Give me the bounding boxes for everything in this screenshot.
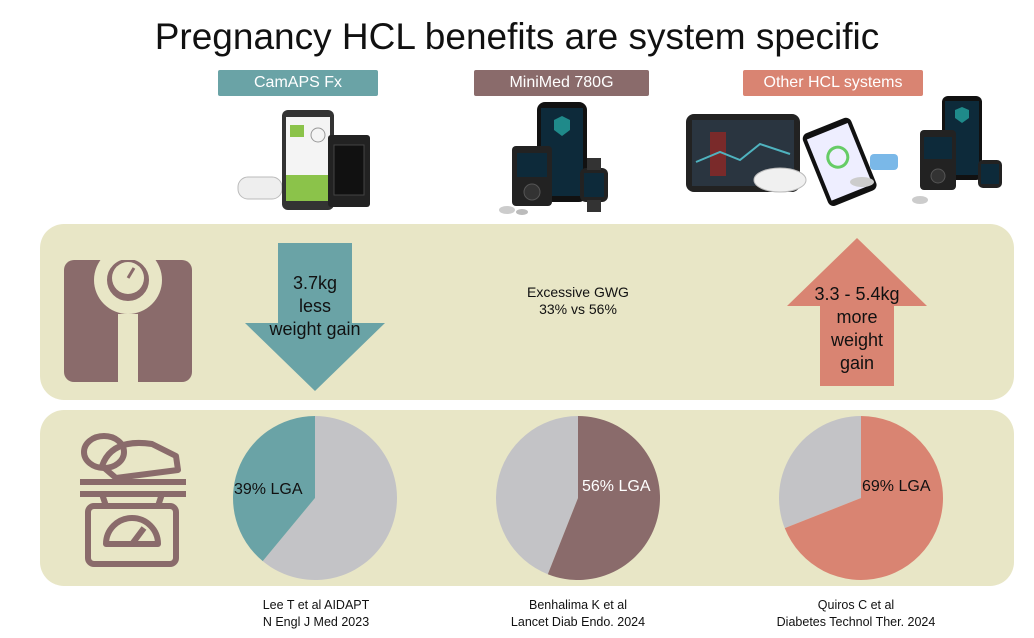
camaps-weight-line1: 3.7kg <box>292 273 338 293</box>
other-weight-line2: more <box>836 307 878 327</box>
minimed-gwg-text: Excessive GWG 33% vs 56% <box>478 284 678 318</box>
citation-camaps-line2: N Engl J Med 2023 <box>262 615 370 629</box>
citation-minimed-line2: Lancet Diab Endo. 2024 <box>510 615 646 629</box>
tag-other-hcl: Other HCL systems <box>743 70 923 96</box>
camaps-down-arrow <box>245 243 385 391</box>
pie-camaps <box>233 416 397 580</box>
pie-slice-lga <box>233 416 315 562</box>
bathroom-scale-icon <box>64 260 192 382</box>
other-weight-line1: 3.3 - 5.4kg <box>814 284 900 304</box>
pie-slice-lga <box>547 416 660 580</box>
pie-other-hcl-label: 69% LGA <box>862 478 931 495</box>
other-hcl-device-image <box>686 96 1002 206</box>
pie-camaps-label: 39% LGA <box>234 481 303 498</box>
tag-minimed: MiniMed 780G <box>474 70 649 96</box>
minimed-gwg-line1: Excessive GWG <box>527 284 629 300</box>
pie-minimed <box>496 416 660 580</box>
pie-other-hcl <box>779 416 943 580</box>
other-weight-line4: gain <box>839 353 875 373</box>
baby-scale-icon <box>80 433 186 567</box>
pie-minimed-label: 56% LGA <box>582 478 651 495</box>
minimed-gwg-line2: 33% vs 56% <box>539 301 617 317</box>
pie-slice-remainder <box>262 416 397 580</box>
camaps-weight-line2: less <box>298 296 331 316</box>
minimed-device-image <box>499 102 608 215</box>
citation-minimed-line1: Benhalima K et al <box>529 598 627 612</box>
citation-camaps-line1: Lee T et al AIDAPT <box>262 598 370 612</box>
other-hcl-up-arrow <box>787 238 927 386</box>
pie-slice-remainder <box>779 416 861 529</box>
other-hcl-weight-text: 3.3 - 5.4kg more weight gain <box>787 283 927 375</box>
camaps-device-image <box>237 110 370 210</box>
camaps-weight-line3: weight gain <box>269 319 361 339</box>
pie-slice-remainder <box>496 416 578 575</box>
other-weight-line3: weight <box>830 330 884 350</box>
tag-camaps: CamAPS Fx <box>218 70 378 96</box>
page-title: Pregnancy HCL benefits are system specif… <box>154 16 880 57</box>
pie-slice-lga <box>784 416 943 580</box>
camaps-weight-text: 3.7kg less weight gain <box>245 272 385 341</box>
citation-other-line1: Quiros C et al <box>817 598 895 612</box>
citation-other-line2: Diabetes Technol Ther. 2024 <box>776 615 936 629</box>
citation-camaps: Lee T et al AIDAPT N Engl J Med 2023 <box>216 597 416 631</box>
citation-other-hcl: Quiros C et al Diabetes Technol Ther. 20… <box>746 597 966 631</box>
citation-minimed: Benhalima K et al Lancet Diab Endo. 2024 <box>478 597 678 631</box>
